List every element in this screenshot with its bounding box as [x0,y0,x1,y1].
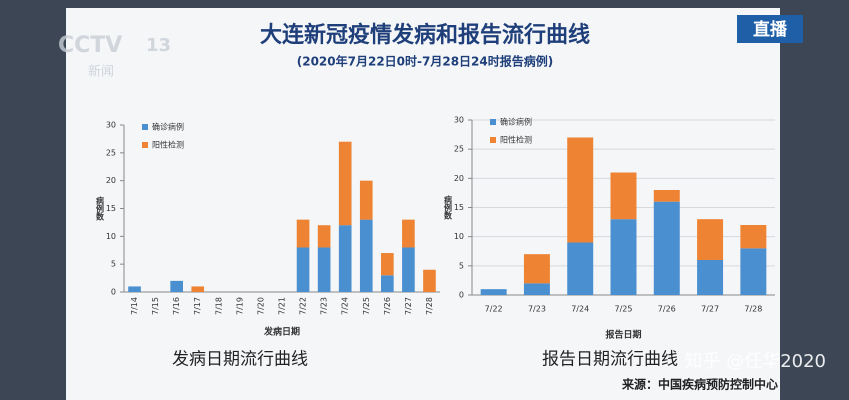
logo-channel: 13 [146,35,171,56]
y-tick-label: 15 [106,204,116,213]
bar-segment [567,137,594,243]
y-tick-label: 25 [106,148,116,157]
bar-segment [191,286,205,292]
bar-segment [697,260,724,295]
x-tick-label: 7/24 [341,297,350,315]
x-tick-label: 7/16 [172,297,181,315]
bar-segment [653,190,680,202]
x-tick-label: 7/23 [320,297,329,315]
y-axis-label: 病例数 [443,195,453,221]
x-tick-label: 7/22 [485,305,503,314]
x-tick-label: 7/23 [528,305,546,314]
legend-swatch [490,137,496,143]
y-tick-label: 10 [106,232,116,241]
x-tick-label: 7/25 [362,297,371,315]
x-tick-label: 7/22 [299,297,308,315]
bar-segment [317,247,331,292]
x-tick-label: 7/26 [658,305,676,314]
bar-segment [338,141,352,226]
x-tick-label: 7/24 [571,305,589,314]
x-axis-label: 报告日期 [605,329,641,341]
bar-segment [381,253,394,276]
bar-segment [653,201,680,295]
y-tick-label: 30 [454,116,464,125]
bar-segment [128,286,141,292]
legend-swatch [142,142,148,148]
y-tick-label: 15 [454,203,464,212]
legend-label: 确诊病例 [500,117,532,127]
x-tick-label: 7/19 [235,297,244,315]
bar-segment [402,247,415,292]
y-tick-label: 5 [459,261,464,270]
y-tick-label: 25 [454,145,464,154]
legend-swatch [490,119,496,125]
bar-segment [359,180,373,220]
x-axis-label: 发病日期 [263,326,300,338]
y-tick-label: 10 [454,232,464,241]
x-tick-label: 7/15 [151,297,160,315]
legend-label: 阳性检测 [500,135,532,145]
logo: CCTV [58,33,122,58]
legend-label: 确诊病例 [152,122,184,132]
bar-segment [480,289,507,295]
caption: 报告日期流行曲线 [542,350,678,370]
bar-segment [296,219,310,248]
legend-swatch [142,124,148,130]
x-tick-label: 7/28 [744,305,762,314]
title: 大连新冠疫情发病和报告流行曲线 [260,22,590,48]
y-tick-label: 30 [106,121,116,130]
bar-segment [317,225,331,248]
live-text: 直播 [753,19,788,40]
bar-segment [740,248,767,295]
bar-segment [523,283,550,295]
bar-segment [402,219,415,248]
x-tick-label: 7/14 [130,297,139,315]
bar-segment [610,172,637,220]
bar-segment [423,269,436,292]
bar-segment [567,242,594,295]
x-tick-label: 7/27 [701,305,719,314]
x-tick-label: 7/25 [615,305,633,314]
x-tick-label: 7/17 [193,297,202,315]
live-badge [737,15,803,43]
y-tick-label: 0 [111,288,116,297]
watermark: 知乎 @任华2020 [684,351,826,372]
source: 来源：中国疾病预防控制中心 [621,377,778,392]
x-tick-label: 7/26 [383,297,392,315]
bar-segment [381,275,394,292]
bar-segment [296,247,310,292]
y-axis-label: 病例数 [95,196,105,222]
bar-segment [697,219,724,260]
y-tick-label: 20 [454,174,464,183]
subtitle: (2020年7月22日0时-7月28日24时报告病例) [297,54,554,69]
bar-segment [359,219,373,292]
bar-segment [523,254,550,284]
logo-sub: 新闻 [88,64,114,80]
bar-segment [170,280,183,292]
bar-segment [740,225,767,249]
legend-label: 阳性检测 [152,140,184,150]
x-tick-label: 7/18 [214,297,223,315]
x-tick-label: 7/21 [278,297,287,315]
x-tick-label: 7/28 [425,297,434,315]
x-tick-label: 7/27 [404,297,413,315]
bar-segment [610,219,637,295]
caption: 发病日期流行曲线 [172,350,308,370]
y-tick-label: 20 [106,176,116,185]
x-tick-label: 7/20 [256,297,265,315]
y-tick-label: 5 [111,260,116,269]
bar-segment [338,225,352,292]
y-tick-label: 0 [459,291,464,300]
